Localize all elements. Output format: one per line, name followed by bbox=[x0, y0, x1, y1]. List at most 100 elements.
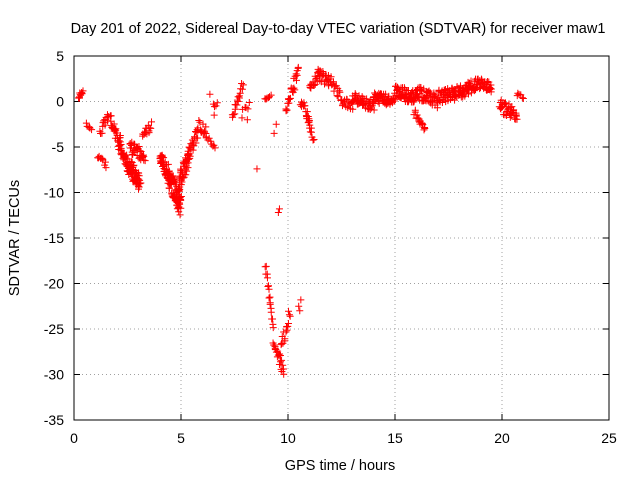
data-point-marker bbox=[176, 185, 184, 193]
data-point-marker bbox=[270, 341, 278, 349]
data-point-marker bbox=[514, 89, 522, 97]
data-point-marker bbox=[283, 106, 291, 114]
data-point-marker bbox=[284, 322, 292, 330]
data-point-marker bbox=[360, 101, 368, 109]
data-point-marker bbox=[396, 87, 404, 95]
data-point-marker bbox=[443, 92, 451, 100]
data-point-marker bbox=[265, 294, 273, 302]
data-point-marker bbox=[267, 308, 275, 316]
data-point-marker bbox=[101, 158, 109, 166]
data-point-marker bbox=[146, 124, 154, 132]
data-point-marker bbox=[82, 119, 90, 127]
x-axis-label: GPS time / hours bbox=[285, 458, 395, 474]
y-axis-label: SDTVAR / TECUs bbox=[7, 180, 23, 296]
data-point-marker bbox=[311, 80, 319, 88]
data-point-marker bbox=[310, 81, 318, 89]
data-point-marker bbox=[176, 196, 184, 204]
data-point-marker bbox=[336, 88, 344, 96]
data-point-marker bbox=[210, 103, 218, 111]
data-point-marker bbox=[471, 87, 479, 95]
data-point-marker bbox=[275, 361, 283, 369]
data-point-marker bbox=[309, 136, 317, 144]
data-point-marker bbox=[175, 184, 183, 192]
data-point-marker bbox=[135, 183, 143, 191]
data-point-marker bbox=[147, 124, 155, 132]
data-point-marker bbox=[301, 102, 309, 110]
data-point-marker bbox=[465, 90, 473, 98]
data-point-marker bbox=[277, 341, 285, 349]
data-point-marker bbox=[312, 75, 320, 83]
data-point-marker bbox=[177, 192, 185, 200]
data-point-marker bbox=[202, 133, 210, 141]
data-point-marker bbox=[231, 110, 239, 118]
data-point-marker bbox=[300, 99, 308, 107]
data-point-marker bbox=[245, 98, 253, 106]
data-point-marker bbox=[202, 123, 210, 131]
data-point-marker bbox=[148, 118, 156, 126]
data-point-marker bbox=[276, 350, 284, 358]
data-point-marker bbox=[351, 90, 359, 98]
data-point-marker bbox=[310, 135, 318, 143]
data-point-marker bbox=[487, 85, 495, 93]
data-point-marker bbox=[233, 101, 241, 109]
data-point-marker bbox=[186, 152, 194, 160]
data-point-marker bbox=[279, 361, 287, 369]
y-tick-label: -10 bbox=[44, 185, 64, 201]
data-point-marker bbox=[164, 160, 172, 168]
data-point-marker bbox=[285, 307, 293, 315]
data-point-marker bbox=[230, 111, 238, 119]
data-point-marker bbox=[286, 94, 294, 102]
data-point-marker bbox=[137, 179, 145, 187]
data-point-marker bbox=[370, 106, 378, 114]
data-point-marker bbox=[463, 86, 471, 94]
y-tick-label: 0 bbox=[56, 94, 64, 110]
data-point-marker bbox=[205, 134, 213, 142]
data-point-marker bbox=[421, 123, 429, 131]
data-point-marker bbox=[262, 262, 270, 270]
y-tick-label: 5 bbox=[56, 48, 64, 64]
data-point-marker bbox=[294, 63, 302, 71]
data-point-marker bbox=[517, 91, 525, 99]
data-point-marker bbox=[413, 111, 421, 119]
data-point-marker bbox=[297, 296, 305, 304]
data-point-marker bbox=[296, 307, 304, 315]
data-point-marker bbox=[177, 204, 185, 212]
plot-frame bbox=[73, 55, 610, 421]
data-point-marker bbox=[285, 95, 293, 103]
data-point-marker bbox=[207, 137, 215, 145]
data-point-marker bbox=[451, 96, 459, 104]
x-tick-label: 15 bbox=[387, 430, 403, 446]
data-point-marker bbox=[291, 86, 299, 94]
data-point-marker bbox=[512, 111, 520, 119]
data-point-marker bbox=[263, 274, 271, 282]
data-point-marker bbox=[169, 172, 177, 180]
data-point-marker bbox=[98, 154, 106, 162]
data-point-marker bbox=[191, 133, 199, 141]
data-point-marker bbox=[295, 302, 303, 310]
y-tick-label: -30 bbox=[44, 367, 64, 383]
chart-title: Day 201 of 2022, Sidereal Day-to-day VTE… bbox=[71, 21, 606, 37]
data-point-marker bbox=[210, 111, 218, 119]
data-point-marker bbox=[270, 129, 278, 137]
data-point-marker bbox=[280, 370, 288, 378]
data-point-marker bbox=[419, 121, 427, 129]
data-point-marker bbox=[140, 153, 148, 161]
data-point-marker bbox=[116, 138, 124, 146]
data-point-marker bbox=[170, 178, 178, 186]
data-point-marker bbox=[244, 105, 252, 113]
data-point-marker bbox=[418, 119, 426, 127]
y-tick-label: -15 bbox=[44, 230, 64, 246]
data-point-marker bbox=[201, 129, 209, 137]
data-point-marker bbox=[112, 125, 120, 133]
data-point-marker bbox=[292, 76, 300, 84]
data-point-marker bbox=[274, 209, 282, 217]
data-point-marker bbox=[238, 79, 246, 87]
data-point-marker bbox=[349, 105, 357, 113]
data-point-marker bbox=[265, 285, 273, 293]
x-tick-label: 20 bbox=[494, 430, 510, 446]
data-point-marker bbox=[276, 351, 284, 359]
data-point-marker bbox=[239, 81, 247, 89]
data-point-marker bbox=[508, 103, 516, 111]
data-point-marker bbox=[172, 178, 180, 186]
data-point-marker bbox=[272, 120, 280, 128]
